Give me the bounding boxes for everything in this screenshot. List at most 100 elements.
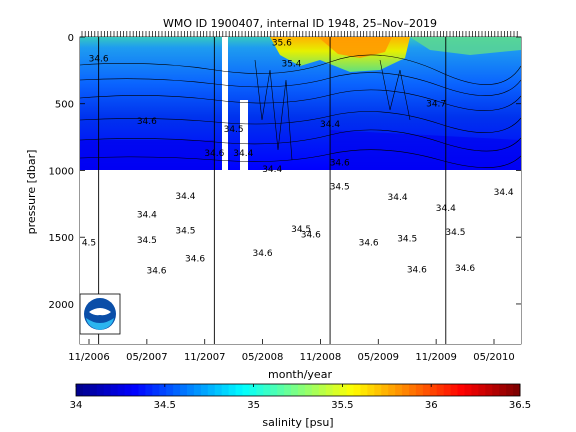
contour-label: 34.6	[359, 239, 379, 249]
colorbar-cell	[200, 384, 209, 396]
contour-label: 34.6	[204, 149, 224, 159]
colorbar-cell	[464, 384, 472, 396]
contour-label: 35.4	[281, 60, 301, 70]
colorbar: 34 34.5 35 35.5 36 36.5	[70, 383, 531, 411]
colorbar-cell	[478, 384, 486, 396]
contour-label: 34.6	[137, 117, 157, 127]
y-tick-label: 0	[68, 33, 74, 44]
colorbar-cell	[457, 384, 465, 396]
colorbar-cell	[339, 384, 348, 396]
colorbar-cell	[138, 384, 146, 396]
colorbar-cell	[145, 384, 153, 396]
salinity-field	[80, 37, 521, 344]
colorbar-cell	[131, 384, 139, 396]
contour-label: 34.5	[397, 235, 417, 245]
x-tick-label: 11/2006	[68, 352, 110, 363]
colorbar-cell	[96, 384, 105, 396]
contour-label: 34.5	[175, 227, 195, 237]
contour-label: 34.6	[89, 54, 109, 64]
colorbar-cell	[353, 384, 361, 396]
contour-label: 34.5	[330, 182, 350, 192]
colorbar-cell	[429, 384, 438, 396]
y-tick-label: 1500	[49, 233, 74, 244]
y-tick-label: 1000	[49, 166, 74, 177]
colorbar-cell	[110, 384, 119, 396]
contour-label: 34.5	[224, 125, 244, 135]
colorbar-cell	[256, 384, 264, 396]
contour-label: 34.4	[436, 204, 456, 214]
noaa-logo-icon	[79, 293, 121, 335]
colorbar-cell	[381, 384, 389, 396]
colorbar-cell	[263, 384, 271, 396]
colorbar-cell	[180, 384, 188, 396]
contour-label: 34.7	[426, 100, 446, 110]
contour-label: 34.4	[494, 188, 514, 198]
colorbar-cell	[117, 384, 126, 396]
data-gap	[222, 37, 228, 170]
data-gap	[80, 170, 521, 344]
salinity-hot-core	[318, 37, 392, 58]
colorbar-cell	[166, 384, 174, 396]
salinity-surface-east	[410, 37, 521, 55]
x-tick-label: 11/2009	[415, 352, 457, 363]
colorbar-cell	[374, 384, 382, 396]
contour-label: 34.6	[301, 231, 321, 241]
contour-label: 34.4	[175, 192, 195, 202]
y-axis-title: pressure [dbar]	[25, 150, 38, 235]
colorbar-cell	[76, 384, 84, 396]
contour-label: 34.4	[262, 165, 282, 175]
colorbar-cell	[499, 384, 507, 396]
colorbar-cell	[360, 384, 368, 396]
colorbar-cell	[173, 384, 181, 396]
colorbar-tick-label: 34.5	[154, 400, 176, 411]
colorbar-cell	[436, 384, 445, 396]
colorbar-cell	[193, 384, 202, 396]
contour-label: 34.6	[146, 267, 166, 277]
colorbar-cell	[82, 384, 91, 396]
colorbar-cell	[471, 384, 479, 396]
y-axis: 0 500 1000 1500 2000	[49, 33, 521, 311]
x-tick-label: 11/2007	[184, 352, 226, 363]
colorbar-cell	[235, 384, 243, 396]
profile-markers	[81, 31, 518, 37]
colorbar-cell	[304, 384, 313, 396]
colorbar-tick-label: 34	[70, 400, 83, 411]
colorbar-cell	[249, 384, 257, 396]
colorbar-tick-label: 36.5	[509, 400, 531, 411]
colorbar-tick-label: 36	[425, 400, 438, 411]
colorbar-cell	[277, 384, 285, 396]
colorbar-title: salinity [psu]	[262, 416, 333, 429]
contour-label: 34.5	[445, 228, 465, 238]
colorbar-cell	[422, 384, 431, 396]
colorbar-cell	[332, 384, 341, 396]
colorbar-cell	[409, 384, 417, 396]
colorbar-cell	[318, 384, 327, 396]
colorbar-cell	[298, 384, 306, 396]
x-axis-title: month/year	[268, 368, 332, 381]
salinity-deep-east	[330, 130, 521, 170]
colorbar-cell	[207, 384, 216, 396]
colorbar-cell	[388, 384, 396, 396]
colorbar-cell	[367, 384, 375, 396]
data-gap	[240, 100, 248, 170]
colorbar-cell	[492, 384, 500, 396]
colorbar-cell	[228, 384, 237, 396]
contour-label: 35.6	[272, 38, 292, 48]
colorbar-cell	[346, 384, 354, 396]
colorbar-cell	[450, 384, 459, 396]
y-tick-label: 500	[55, 100, 74, 111]
chart-title: WMO ID 1900407, internal ID 1948, 25–Nov…	[163, 17, 437, 30]
colorbar-cell	[124, 384, 132, 396]
colorbar-cell	[395, 384, 403, 396]
colorbar-cell	[89, 384, 98, 396]
contour-label: 34.4	[233, 149, 253, 159]
vertical-lines	[98, 37, 447, 344]
y-tick-label: 2000	[49, 300, 74, 311]
colorbar-cell	[513, 384, 521, 396]
contour-label: 34.5	[291, 225, 311, 235]
colorbar-cell	[415, 384, 424, 396]
x-tick-label: 05/2007	[126, 352, 168, 363]
colorbar-cell	[242, 384, 250, 396]
contour-label: 34.6	[455, 264, 475, 274]
